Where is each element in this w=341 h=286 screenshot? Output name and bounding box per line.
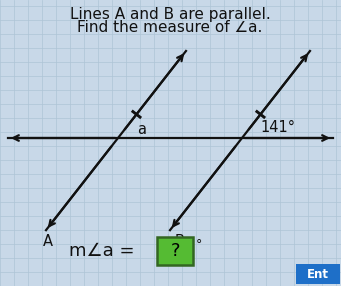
Text: °: °	[196, 239, 202, 251]
Text: B: B	[175, 234, 185, 249]
Text: A: A	[43, 234, 53, 249]
Text: m∠a =: m∠a =	[69, 242, 140, 260]
Text: Find the measure of ∠a.: Find the measure of ∠a.	[77, 21, 263, 35]
Text: ?: ?	[170, 242, 180, 260]
Text: Lines A and B are parallel.: Lines A and B are parallel.	[70, 7, 270, 21]
FancyBboxPatch shape	[296, 264, 340, 284]
Text: Ent: Ent	[307, 267, 329, 281]
Text: a: a	[137, 122, 147, 136]
Text: 141°: 141°	[261, 120, 296, 136]
FancyBboxPatch shape	[157, 237, 193, 265]
